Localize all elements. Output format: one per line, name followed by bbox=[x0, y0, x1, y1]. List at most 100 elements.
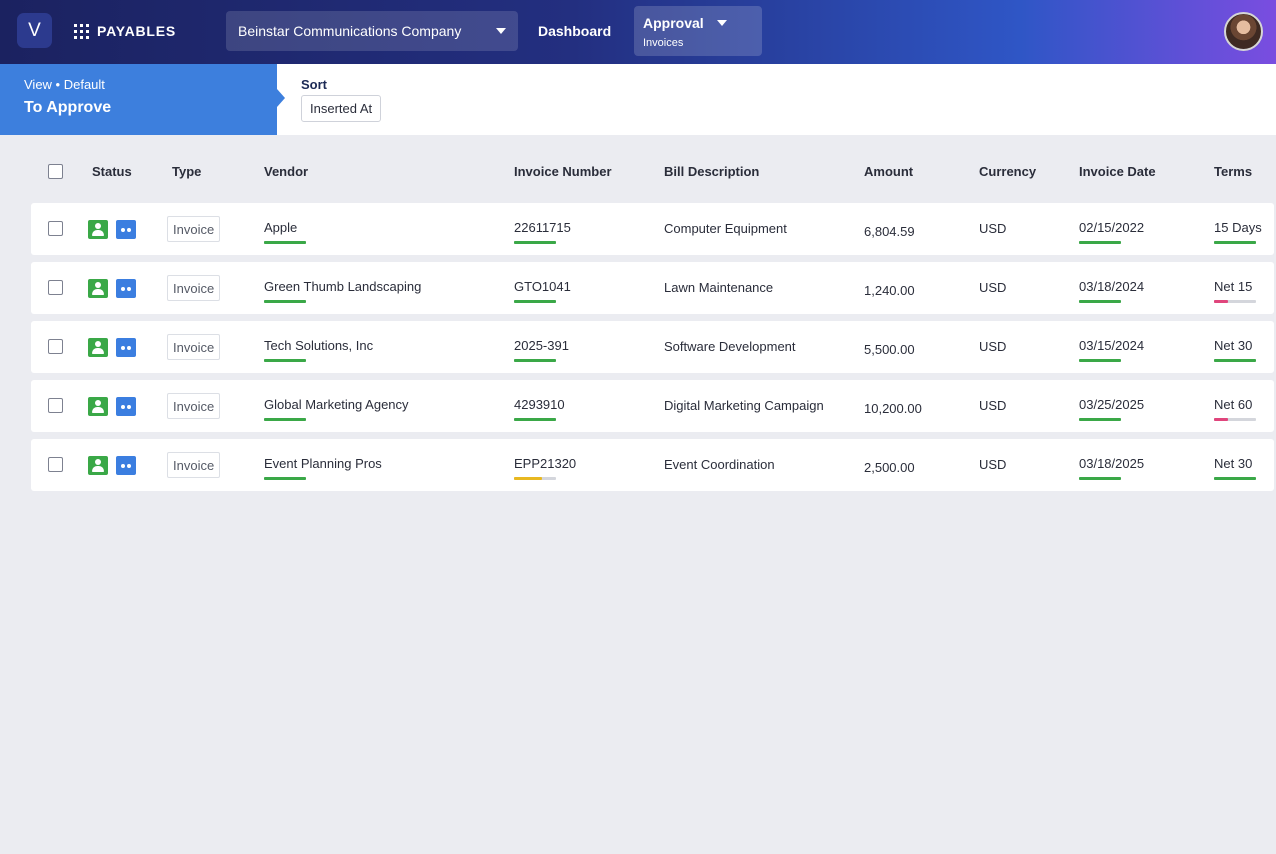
select-all-checkbox[interactable] bbox=[48, 164, 63, 179]
type-badge: Invoice bbox=[167, 334, 221, 360]
invoice-number-match-bar bbox=[514, 241, 556, 244]
table-row[interactable]: Invoice Event Planning Pros EPP21320 Event … bbox=[31, 439, 1274, 491]
view-label: View • Default bbox=[24, 77, 105, 92]
invoice-number-match-bar bbox=[514, 477, 556, 480]
table-row[interactable]: Invoice Tech Solutions, Inc 2025-391 Softwa… bbox=[31, 321, 1274, 373]
invoice-number[interactable]: 22611715 bbox=[514, 220, 571, 235]
terms-match-bar bbox=[1214, 359, 1256, 362]
row-checkbox[interactable] bbox=[48, 457, 63, 472]
terms-match-bar bbox=[1214, 477, 1256, 480]
invoice-number-match-bar bbox=[514, 418, 556, 421]
apps-grid-icon[interactable] bbox=[74, 24, 89, 39]
brand-name[interactable]: PAYABLES bbox=[97, 23, 177, 39]
company-selector[interactable]: Beinstar Communications Company bbox=[226, 11, 518, 51]
invoice-number-match-bar bbox=[514, 300, 556, 303]
invoice-date-match-bar bbox=[1079, 359, 1121, 362]
nav-approval[interactable]: Approval Invoices bbox=[634, 6, 762, 56]
amount: 2,500.00 bbox=[864, 460, 915, 475]
table-row[interactable]: Invoice Global Marketing Agency 4293910 Dig… bbox=[31, 380, 1274, 432]
approver-user-icon[interactable] bbox=[88, 279, 108, 298]
approver-user-icon[interactable] bbox=[88, 397, 108, 416]
terms-match-bar bbox=[1214, 418, 1256, 421]
vendor-name[interactable]: Tech Solutions, Inc bbox=[264, 338, 374, 353]
type-badge: Invoice bbox=[167, 216, 221, 242]
approver-user-icon[interactable] bbox=[88, 456, 108, 475]
top-bar: V PAYABLES Beinstar Communications Compa… bbox=[0, 0, 1276, 64]
currency: USD bbox=[979, 339, 1007, 354]
vendor-name[interactable]: Green Thumb Landscaping bbox=[264, 279, 422, 294]
table-row[interactable]: Invoice Apple 22611715 Computer Equipment 6,… bbox=[31, 203, 1274, 255]
app-logo[interactable]: V bbox=[17, 13, 52, 48]
invoice-date-match-bar bbox=[1079, 300, 1121, 303]
row-checkbox[interactable] bbox=[48, 280, 63, 295]
company-name: Beinstar Communications Company bbox=[238, 23, 462, 39]
currency: USD bbox=[979, 398, 1007, 413]
status-dots-icon[interactable] bbox=[116, 279, 136, 298]
type-badge: Invoice bbox=[167, 452, 221, 478]
nav-approval-sublabel: Invoices bbox=[643, 37, 684, 49]
row-checkbox[interactable] bbox=[48, 398, 63, 413]
approver-user-icon[interactable] bbox=[88, 220, 108, 239]
type-badge: Invoice bbox=[167, 275, 221, 301]
view-title: To Approve bbox=[24, 99, 112, 116]
column-header-terms[interactable]: Terms bbox=[1214, 164, 1253, 179]
status-dots-icon[interactable] bbox=[116, 338, 136, 357]
terms-match-bar bbox=[1214, 300, 1256, 303]
sort-button[interactable]: Inserted At bbox=[301, 95, 382, 122]
invoice-date-match-bar bbox=[1079, 241, 1121, 244]
column-header-invoice-date[interactable]: Invoice Date bbox=[1079, 164, 1156, 179]
table-row[interactable]: Invoice Green Thumb Landscaping GTO1041 Law… bbox=[31, 262, 1274, 314]
row-checkbox[interactable] bbox=[48, 339, 63, 354]
invoice-date: 03/18/2025 bbox=[1079, 456, 1145, 471]
approver-user-icon[interactable] bbox=[88, 338, 108, 357]
amount: 1,240.00 bbox=[864, 283, 915, 298]
invoice-date-match-bar bbox=[1079, 418, 1121, 421]
bill-description: Digital Marketing Campaign bbox=[664, 398, 824, 413]
column-header-amount[interactable]: Amount bbox=[864, 164, 914, 179]
invoice-number[interactable]: GTO1041 bbox=[514, 279, 571, 294]
invoice-date: 03/25/2025 bbox=[1079, 397, 1145, 412]
invoice-number[interactable]: 4293910 bbox=[514, 397, 565, 412]
user-avatar[interactable] bbox=[1224, 12, 1263, 51]
amount: 10,200.00 bbox=[864, 401, 922, 416]
column-header-status[interactable]: Status bbox=[92, 164, 132, 179]
column-header-bill-description[interactable]: Bill Description bbox=[664, 164, 760, 179]
vendor-match-bar bbox=[264, 477, 306, 480]
nav-dashboard[interactable]: Dashboard bbox=[538, 23, 612, 39]
invoice-date: 02/15/2022 bbox=[1079, 220, 1145, 235]
vendor-name[interactable]: Event Planning Pros bbox=[264, 456, 382, 471]
column-header-vendor[interactable]: Vendor bbox=[264, 164, 309, 179]
view-selector[interactable]: View • Default To Approve bbox=[0, 64, 285, 135]
nav-approval-label: Approval bbox=[643, 15, 704, 31]
invoice-number[interactable]: EPP21320 bbox=[514, 456, 577, 471]
status-dots-icon[interactable] bbox=[116, 456, 136, 475]
column-header-currency[interactable]: Currency bbox=[979, 164, 1037, 179]
terms: Net 15 bbox=[1214, 279, 1253, 294]
terms: 15 Days bbox=[1214, 220, 1262, 235]
terms: Net 60 bbox=[1214, 397, 1253, 412]
bill-description: Event Coordination bbox=[664, 457, 775, 472]
invoice-number[interactable]: 2025-391 bbox=[514, 338, 569, 353]
invoice-date: 03/15/2024 bbox=[1079, 338, 1145, 353]
vendor-match-bar bbox=[264, 300, 306, 303]
currency: USD bbox=[979, 221, 1007, 236]
amount: 6,804.59 bbox=[864, 224, 915, 239]
vendor-match-bar bbox=[264, 418, 306, 421]
status-dots-icon[interactable] bbox=[116, 220, 136, 239]
bill-description: Software Development bbox=[664, 339, 796, 354]
vendor-name[interactable]: Global Marketing Agency bbox=[264, 397, 409, 412]
invoice-date: 03/18/2024 bbox=[1079, 279, 1145, 294]
currency: USD bbox=[979, 280, 1007, 295]
row-checkbox[interactable] bbox=[48, 221, 63, 236]
vendor-name[interactable]: Apple bbox=[264, 220, 298, 235]
view-bar: View • Default To Approve Sort Inserted … bbox=[0, 64, 1276, 135]
column-header-type[interactable]: Type bbox=[172, 164, 202, 179]
invoice-number-match-bar bbox=[514, 359, 556, 362]
terms-match-bar bbox=[1214, 241, 1256, 244]
invoice-date-match-bar bbox=[1079, 477, 1121, 480]
status-dots-icon[interactable] bbox=[116, 397, 136, 416]
vendor-match-bar bbox=[264, 241, 306, 244]
vendor-match-bar bbox=[264, 359, 306, 362]
bill-description: Computer Equipment bbox=[664, 221, 787, 236]
column-header-invoice-number[interactable]: Invoice Number bbox=[514, 164, 612, 179]
